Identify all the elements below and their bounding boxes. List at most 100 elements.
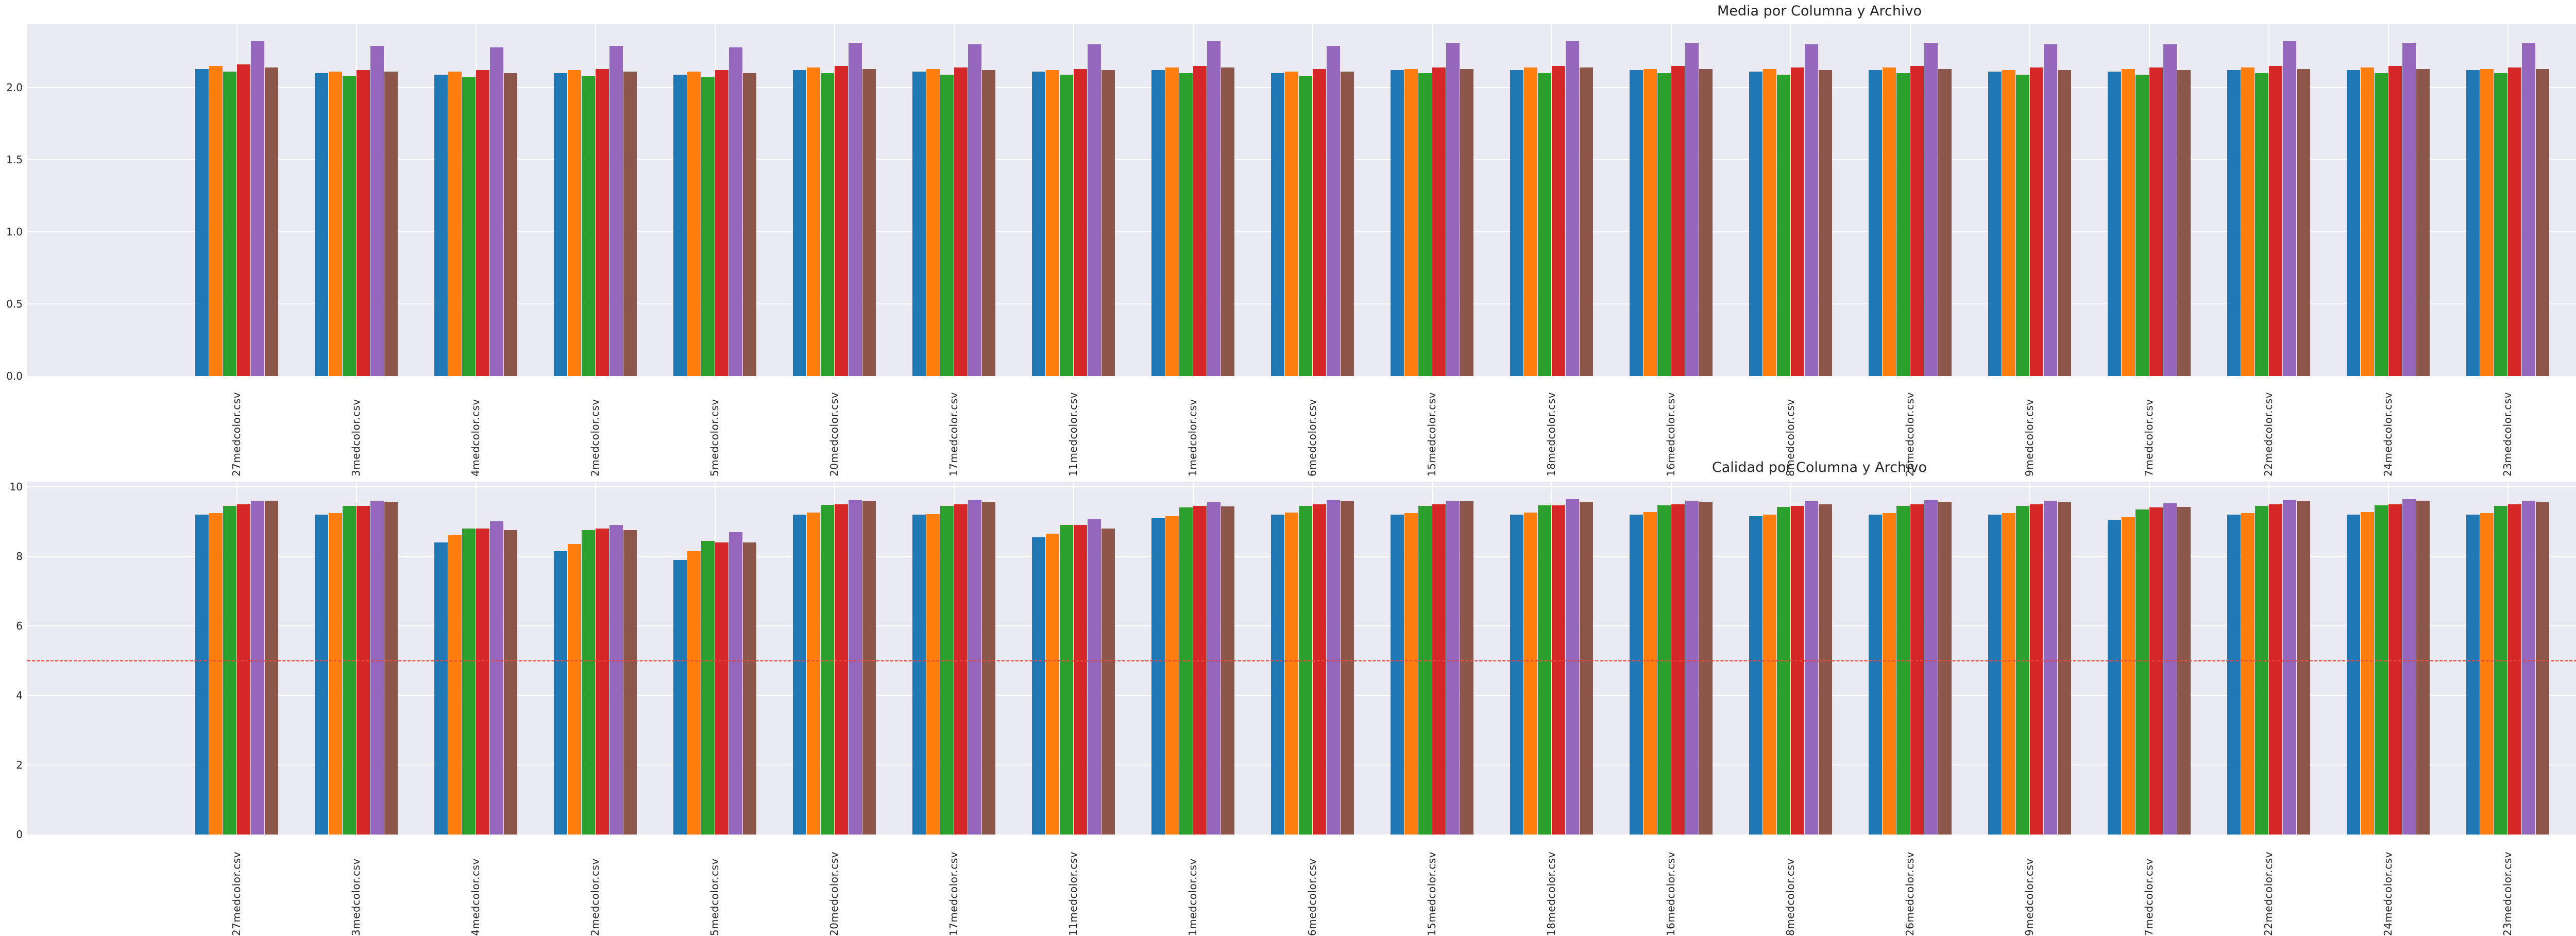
bar-luz2-9medcolor.csv bbox=[2002, 70, 2015, 376]
x-tick-label: 18medcolor.csv bbox=[1545, 852, 1557, 936]
bar-luz2-7medcolor.csv bbox=[2122, 69, 2135, 376]
bar-luz6-15medcolor.csv bbox=[1460, 501, 1473, 835]
bar-luz5-16medcolor.csv bbox=[1685, 43, 1699, 376]
bar-luz6-24medcolor.csv bbox=[2416, 69, 2430, 376]
bar-luz1-9medcolor.csv bbox=[1988, 72, 2002, 376]
bar-luz4-4medcolor.csv bbox=[476, 70, 489, 376]
y-tick-label: 0.5 bbox=[6, 298, 23, 310]
bar-luz4-17medcolor.csv bbox=[954, 67, 968, 376]
bar-luz1-11medcolor.csv bbox=[1032, 537, 1045, 835]
bar-luz6-20medcolor.csv bbox=[862, 69, 876, 376]
x-tick-label: 24medcolor.csv bbox=[2382, 852, 2394, 936]
bar-luz1-23medcolor.csv bbox=[2466, 70, 2480, 376]
y-tick-label: 6 bbox=[16, 620, 23, 632]
bar-luz3-15medcolor.csv bbox=[1418, 73, 1432, 376]
bar-luz3-16medcolor.csv bbox=[1657, 73, 1671, 376]
bar-luz3-18medcolor.csv bbox=[1538, 73, 1551, 376]
bar-luz6-18medcolor.csv bbox=[1580, 67, 1593, 376]
bar-luz6-22medcolor.csv bbox=[2297, 69, 2310, 376]
bar-luz5-8medcolor.csv bbox=[1805, 501, 1818, 835]
bar-luz3-9medcolor.csv bbox=[2016, 506, 2029, 835]
bar-luz6-5medcolor.csv bbox=[743, 73, 756, 376]
bar-luz5-17medcolor.csv bbox=[968, 44, 981, 376]
bar-luz5-3medcolor.csv bbox=[370, 46, 384, 376]
chart-title-media: Media por Columna y Archivo bbox=[1717, 3, 1922, 19]
bar-luz4-2medcolor.csv bbox=[596, 529, 609, 835]
bar-luz6-7medcolor.csv bbox=[2177, 70, 2191, 376]
bar-luz5-24medcolor.csv bbox=[2402, 499, 2416, 835]
bar-luz4-4medcolor.csv bbox=[476, 529, 489, 835]
bar-luz5-22medcolor.csv bbox=[2283, 41, 2296, 376]
bar-luz6-6medcolor.csv bbox=[1341, 501, 1354, 835]
bar-luz4-9medcolor.csv bbox=[2030, 504, 2043, 835]
bar-luz5-5medcolor.csv bbox=[729, 532, 742, 835]
bar-luz4-2medcolor.csv bbox=[596, 69, 609, 376]
bar-luz3-1medcolor.csv bbox=[1179, 73, 1193, 376]
bar-luz6-27medcolor.csv bbox=[265, 501, 278, 835]
y-tick-label: 0.0 bbox=[6, 370, 23, 382]
bar-luz5-9medcolor.csv bbox=[2044, 501, 2057, 835]
bar-luz5-9medcolor.csv bbox=[2044, 44, 2057, 376]
bar-luz4-1medcolor.csv bbox=[1193, 66, 1207, 376]
bar-luz6-16medcolor.csv bbox=[1699, 502, 1713, 835]
bar-luz2-15medcolor.csv bbox=[1404, 513, 1418, 835]
bar-luz2-6medcolor.csv bbox=[1285, 72, 1298, 376]
bar-luz2-11medcolor.csv bbox=[1046, 70, 1059, 376]
bar-luz2-23medcolor.csv bbox=[2480, 69, 2494, 376]
bar-luz6-6medcolor.csv bbox=[1341, 72, 1354, 376]
bar-luz4-16medcolor.csv bbox=[1671, 504, 1685, 835]
plot-area-calidad bbox=[27, 482, 2576, 835]
bar-luz3-8medcolor.csv bbox=[1777, 507, 1790, 835]
bar-luz3-17medcolor.csv bbox=[940, 506, 954, 835]
bar-luz2-6medcolor.csv bbox=[1285, 513, 1298, 835]
bar-luz6-24medcolor.csv bbox=[2416, 501, 2430, 835]
x-tick-label: 20medcolor.csv bbox=[828, 852, 840, 936]
bar-luz3-11medcolor.csv bbox=[1060, 525, 1073, 835]
bar-luz1-4medcolor.csv bbox=[434, 542, 448, 835]
bar-luz5-7medcolor.csv bbox=[2163, 44, 2177, 376]
bar-luz3-15medcolor.csv bbox=[1418, 506, 1432, 835]
bar-luz6-15medcolor.csv bbox=[1460, 69, 1473, 376]
bar-luz3-7medcolor.csv bbox=[2136, 75, 2149, 376]
bar-luz1-26medcolor.csv bbox=[1869, 70, 1882, 376]
bar-luz6-1medcolor.csv bbox=[1221, 67, 1234, 376]
bar-luz3-9medcolor.csv bbox=[2016, 75, 2029, 376]
bar-luz2-20medcolor.csv bbox=[807, 513, 820, 835]
bar-luz5-11medcolor.csv bbox=[1088, 44, 1101, 376]
bar-luz5-20medcolor.csv bbox=[849, 500, 862, 835]
bar-luz2-26medcolor.csv bbox=[1883, 513, 1896, 835]
bar-luz1-27medcolor.csv bbox=[195, 69, 209, 376]
bar-luz1-17medcolor.csv bbox=[912, 515, 926, 835]
bar-luz6-8medcolor.csv bbox=[1819, 504, 1832, 835]
bar-luz4-23medcolor.csv bbox=[2508, 504, 2521, 835]
bar-luz2-2medcolor.csv bbox=[568, 544, 581, 835]
bar-luz6-23medcolor.csv bbox=[2536, 502, 2549, 835]
bar-luz1-26medcolor.csv bbox=[1869, 515, 1882, 835]
bar-luz3-3medcolor.csv bbox=[343, 506, 356, 835]
bar-luz1-1medcolor.csv bbox=[1151, 518, 1165, 835]
bar-luz3-23medcolor.csv bbox=[2494, 73, 2507, 376]
bar-luz2-22medcolor.csv bbox=[2241, 67, 2255, 376]
x-tick-label: 2medcolor.csv bbox=[589, 858, 601, 936]
bar-luz3-6medcolor.csv bbox=[1299, 506, 1312, 835]
bar-luz1-5medcolor.csv bbox=[673, 560, 687, 835]
bar-luz3-5medcolor.csv bbox=[701, 541, 715, 835]
bar-luz5-26medcolor.csv bbox=[1924, 500, 1938, 835]
bar-luz3-11medcolor.csv bbox=[1060, 75, 1073, 376]
bar-luz6-22medcolor.csv bbox=[2297, 501, 2310, 835]
bar-luz6-5medcolor.csv bbox=[743, 542, 756, 835]
bar-luz4-24medcolor.csv bbox=[2388, 504, 2402, 835]
bar-luz5-11medcolor.csv bbox=[1088, 519, 1101, 835]
bar-luz3-4medcolor.csv bbox=[462, 77, 476, 376]
x-tick-label: 15medcolor.csv bbox=[1426, 852, 1438, 936]
bar-luz2-8medcolor.csv bbox=[1763, 515, 1776, 835]
bar-luz6-11medcolor.csv bbox=[1101, 529, 1115, 835]
bar-luz3-8medcolor.csv bbox=[1777, 75, 1790, 376]
bar-luz2-1medcolor.csv bbox=[1165, 516, 1179, 835]
bar-luz6-17medcolor.csv bbox=[982, 70, 995, 376]
bar-luz1-8medcolor.csv bbox=[1749, 516, 1762, 835]
bar-luz5-2medcolor.csv bbox=[609, 525, 623, 835]
bar-luz2-24medcolor.csv bbox=[2361, 512, 2374, 835]
bar-luz3-2medcolor.csv bbox=[582, 76, 595, 376]
bar-luz1-11medcolor.csv bbox=[1032, 72, 1045, 376]
